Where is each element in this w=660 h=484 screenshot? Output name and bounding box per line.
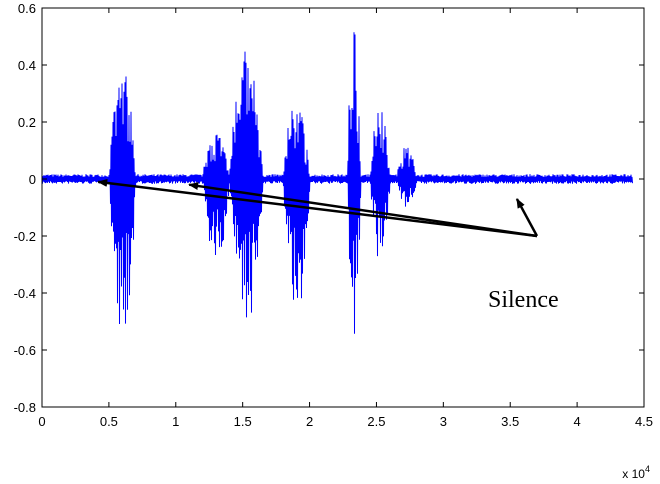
x-tick-label: 3 <box>440 414 447 429</box>
x-tick-label: 3.5 <box>501 414 519 429</box>
y-tick-label: -0.6 <box>14 343 36 358</box>
x-tick-label: 0.5 <box>100 414 118 429</box>
silence-annotation <box>97 178 539 238</box>
x-axis: 0 0.5 1 1.5 2 2.5 3 3.5 4 4.5 <box>38 8 653 429</box>
annotation-arrow <box>515 198 539 237</box>
x-tick-label: 4.5 <box>635 414 653 429</box>
y-tick-label: -0.4 <box>14 286 36 301</box>
plot-frame <box>41 7 645 408</box>
y-tick-label: 0 <box>29 172 36 187</box>
annotation-label: Silence <box>488 287 559 313</box>
waveform-line <box>41 32 633 334</box>
x-tick-label: 2 <box>306 414 313 429</box>
y-tick-label: 0.2 <box>18 115 36 130</box>
annotation-arrow <box>188 182 538 238</box>
x-tick-label: 2.5 <box>367 414 385 429</box>
y-tick-label: -0.8 <box>14 400 36 415</box>
x-tick-label: 1.5 <box>234 414 252 429</box>
y-tick-label: 0.6 <box>18 1 36 16</box>
x-tick-label: 0 <box>38 414 45 429</box>
x-axis-multiplier: x 104 <box>622 464 650 481</box>
x-tick-label: 1 <box>172 414 179 429</box>
x-multiplier-base: x 10 <box>622 467 645 481</box>
y-tick-label: 0.4 <box>18 58 36 73</box>
x-multiplier-exponent: 4 <box>645 464 650 474</box>
y-tick-label: -0.2 <box>14 229 36 244</box>
y-axis: 0.6 0.4 0.2 0 -0.2 -0.4 -0.6 -0.8 <box>14 1 644 415</box>
annotation-arrow <box>97 178 538 238</box>
x-tick-label: 4 <box>573 414 580 429</box>
